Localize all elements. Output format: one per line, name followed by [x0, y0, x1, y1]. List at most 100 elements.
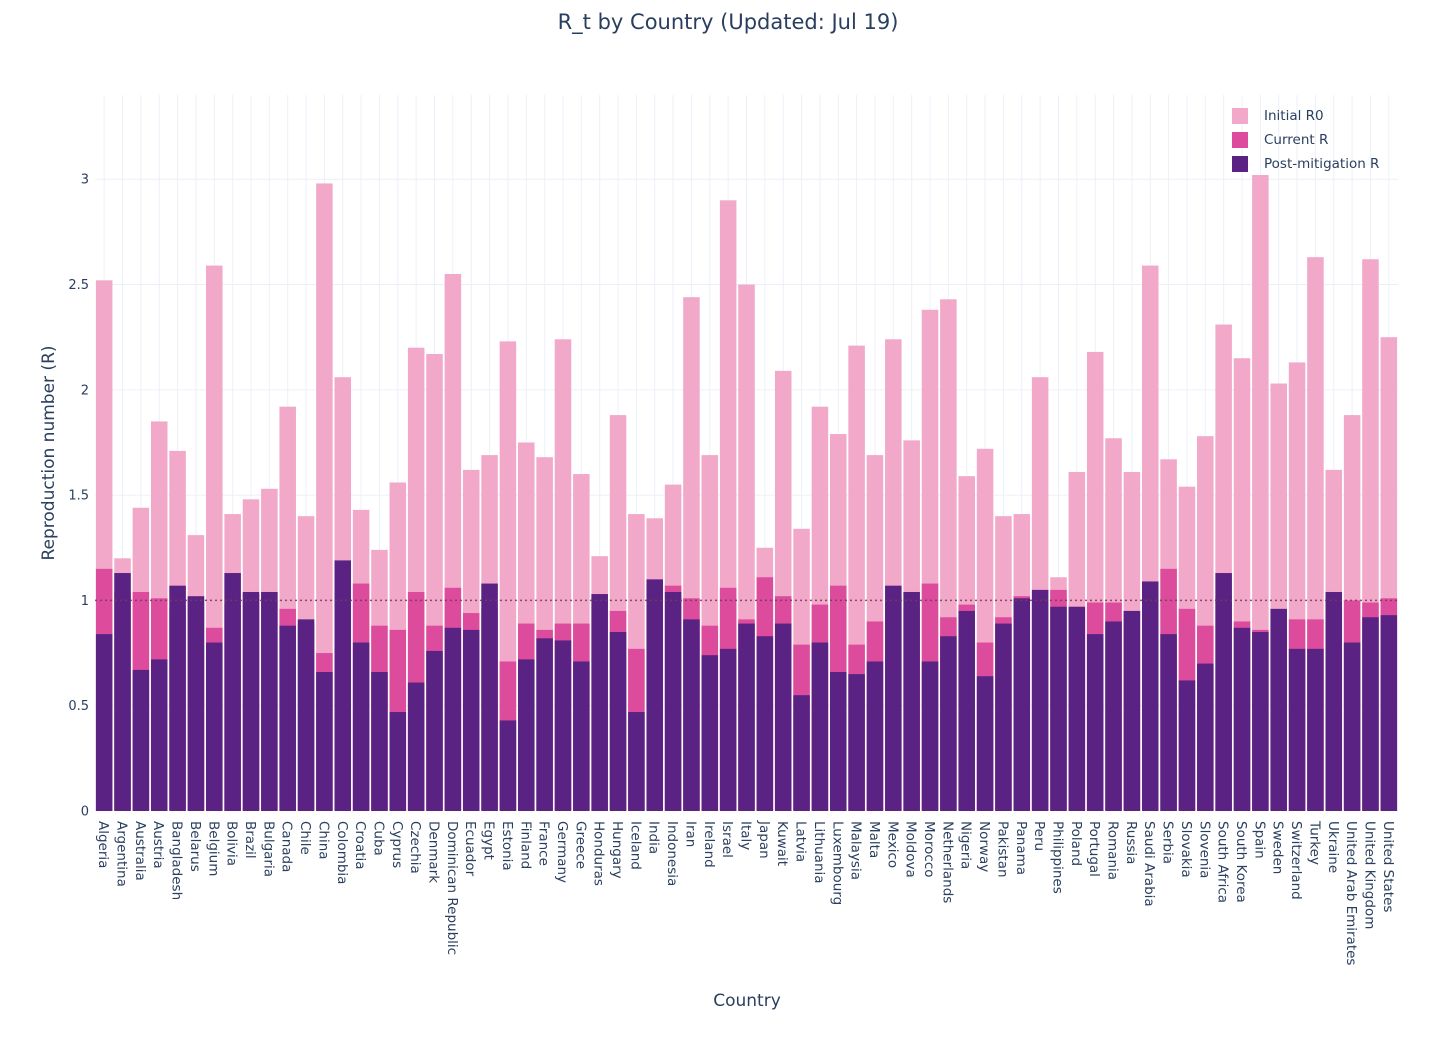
- bar: [132, 669, 150, 811]
- x-tick-label: Estonia: [499, 821, 515, 871]
- legend-item-post-mitigation-r[interactable]: Post-mitigation R: [1232, 152, 1379, 176]
- bar: [1141, 581, 1159, 811]
- y-tick-label: 0: [81, 805, 89, 820]
- x-axis-ticks: Algeria Argentina Australia Austria Banglade…: [95, 820, 1396, 965]
- bar: [756, 636, 774, 811]
- bar: [1380, 615, 1398, 811]
- x-tick-label: Serbia: [1160, 821, 1176, 864]
- bar: [1013, 598, 1031, 811]
- bar: [187, 596, 205, 811]
- legend-swatch: [1232, 156, 1248, 172]
- legend-item-initial-r0[interactable]: Initial R0: [1232, 104, 1379, 128]
- x-tick-label: South Korea: [1233, 821, 1249, 903]
- x-tick-label: Colombia: [334, 821, 350, 884]
- y-tick-label: 2: [81, 383, 89, 398]
- x-tick-label: Ireland: [701, 821, 717, 868]
- bar: [848, 674, 865, 811]
- x-tick-label: United States: [1380, 821, 1396, 912]
- x-tick-label: Dominican Republic: [444, 821, 460, 955]
- bar: [536, 638, 553, 811]
- y-tick-label: 0.5: [68, 699, 89, 714]
- bar: [518, 659, 535, 811]
- x-tick-label: Austria: [150, 821, 166, 869]
- y-tick-label: 3: [81, 173, 89, 188]
- bar: [1178, 680, 1196, 811]
- x-tick-label: Australia: [132, 821, 148, 881]
- bar: [830, 672, 847, 811]
- bar: [462, 629, 480, 811]
- x-tick-label: Morocco: [921, 821, 937, 878]
- x-tick-label: Cyprus: [389, 821, 405, 868]
- bar: [1160, 634, 1177, 811]
- bar: [95, 634, 113, 811]
- bar: [921, 661, 939, 811]
- bar: [940, 636, 957, 811]
- x-tick-label: Egypt: [481, 821, 497, 860]
- bar: [774, 623, 792, 811]
- x-tick-label: France: [536, 821, 552, 866]
- bar: [114, 573, 131, 811]
- x-tick-label: Sweden: [1270, 821, 1286, 874]
- y-axis-ticks: 0 0.5 1 1.5 2 2.5 3: [68, 173, 89, 820]
- x-tick-label: South Africa: [1215, 821, 1231, 903]
- bar: [903, 591, 920, 811]
- bar: [316, 672, 333, 811]
- bar: [1270, 608, 1287, 811]
- x-tick-label: Cuba: [370, 821, 386, 856]
- bar: [206, 642, 223, 811]
- bar: [1252, 632, 1269, 811]
- x-tick-label: Denmark: [426, 821, 442, 883]
- x-tick-label: Finland: [517, 821, 533, 869]
- bar: [1233, 627, 1251, 811]
- bar: [1068, 606, 1086, 811]
- x-tick-label: Algeria: [95, 821, 111, 868]
- x-tick-label: Italy: [738, 821, 754, 850]
- x-tick-label: Poland: [1068, 821, 1084, 866]
- bar: [866, 661, 884, 811]
- x-tick-label: Bangladesh: [169, 821, 185, 900]
- y-tick-label: 2.5: [68, 278, 89, 293]
- bar: [224, 573, 241, 811]
- bar: [976, 676, 994, 811]
- bar: [1362, 617, 1379, 811]
- x-tick-label: Brazil: [242, 821, 258, 859]
- x-tick-label: Slovakia: [1178, 821, 1194, 878]
- bar: [738, 623, 755, 811]
- x-tick-label: Iran: [682, 821, 698, 847]
- bar: [554, 640, 572, 811]
- x-tick-label: India: [646, 821, 662, 854]
- bar: [1050, 606, 1067, 811]
- x-tick-label: Portugal: [1086, 821, 1102, 877]
- x-tick-label: Hungary: [609, 821, 625, 879]
- bar: [1343, 642, 1361, 811]
- x-tick-label: United Kingdom: [1361, 821, 1377, 929]
- x-tick-label: United Arab Emirates: [1343, 821, 1359, 965]
- bar: [426, 650, 443, 811]
- bar: [591, 594, 608, 811]
- bar: [646, 579, 663, 811]
- bar: [407, 682, 425, 811]
- legend-item-current-r[interactable]: Current R: [1232, 128, 1379, 152]
- x-tick-label: Saudi Arabia: [1141, 821, 1157, 907]
- x-tick-label: Lithuania: [811, 821, 827, 884]
- bar: [811, 642, 829, 811]
- bar: [1086, 634, 1104, 811]
- bar: [1031, 589, 1049, 811]
- bar: [609, 632, 627, 811]
- bar: [683, 619, 700, 811]
- x-tick-label: Japan: [756, 820, 772, 859]
- x-tick-label: Romania: [1105, 821, 1121, 880]
- bar: [371, 672, 388, 811]
- x-tick-label: Canada: [279, 821, 295, 872]
- bar: [995, 623, 1012, 811]
- bar: [1197, 663, 1214, 811]
- x-tick-label: Israel: [719, 821, 735, 858]
- bar: [628, 712, 645, 811]
- bar: [1123, 610, 1141, 811]
- x-tick-label: Belgium: [205, 821, 221, 876]
- y-tick-label: 1.5: [68, 489, 89, 504]
- x-tick-label: Mexico: [884, 821, 900, 868]
- bar: [793, 695, 810, 811]
- x-tick-label: China: [315, 821, 331, 860]
- x-tick-label: Netherlands: [939, 821, 955, 903]
